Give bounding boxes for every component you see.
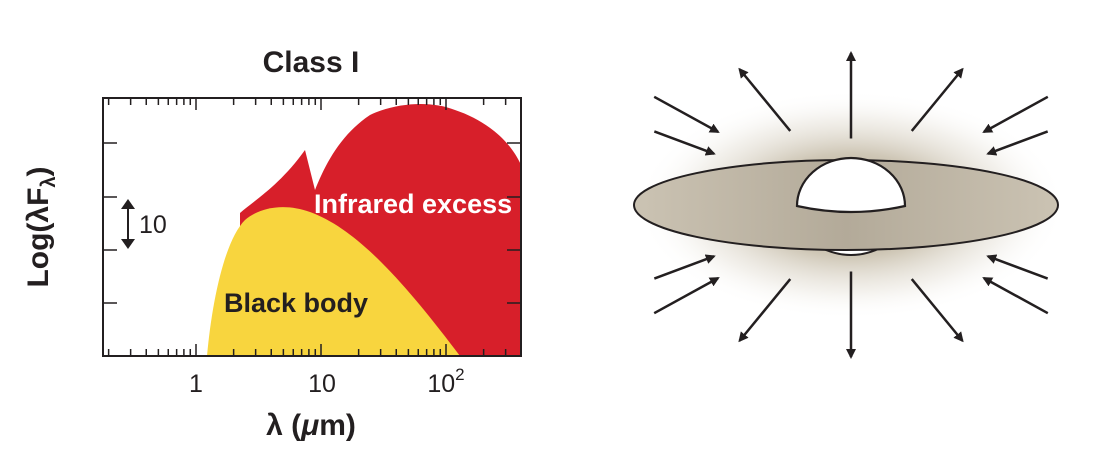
scale-bar-arrow: [121, 199, 135, 249]
sed-plot: Class I 1 10 102 λ (μm) Log(λ: [22, 46, 522, 442]
x-tick-label-1: 1: [189, 370, 203, 398]
infall-arrow: [986, 254, 1049, 280]
radial-arrows: [653, 51, 1049, 359]
protostar-illustration: [633, 51, 1066, 359]
x-tick-label-100: 102: [427, 365, 464, 398]
outflow-arrow: [738, 67, 792, 132]
x-ticks: [107, 98, 507, 356]
infall-arrow: [982, 277, 1049, 315]
plot-frame: [102, 97, 522, 357]
infall-arrow: [653, 95, 720, 133]
infall-arrow: [986, 130, 1049, 156]
x-tick-label-10: 10: [308, 370, 336, 398]
infall-arrow: [982, 95, 1049, 133]
infall-arrow: [653, 277, 720, 315]
black-body-region: [207, 207, 460, 356]
y-axis-label: Log(λFλ): [22, 166, 60, 287]
infall-arrow: [653, 130, 716, 156]
y-ticks: [103, 142, 521, 304]
star-upper-half: [795, 156, 907, 214]
infall-arrow: [653, 254, 716, 280]
outflow-arrow: [910, 278, 964, 343]
infrared-excess-label: Infrared excess: [314, 189, 512, 219]
scale-bar-label: 10: [139, 211, 167, 239]
x-axis-label: λ (μm): [266, 409, 356, 442]
outflow-arrow: [910, 67, 964, 132]
black-body-label: Black body: [224, 288, 368, 318]
plot-area: [207, 103, 521, 356]
plot-title: Class I: [263, 46, 360, 79]
outflow-arrow: [738, 278, 792, 343]
